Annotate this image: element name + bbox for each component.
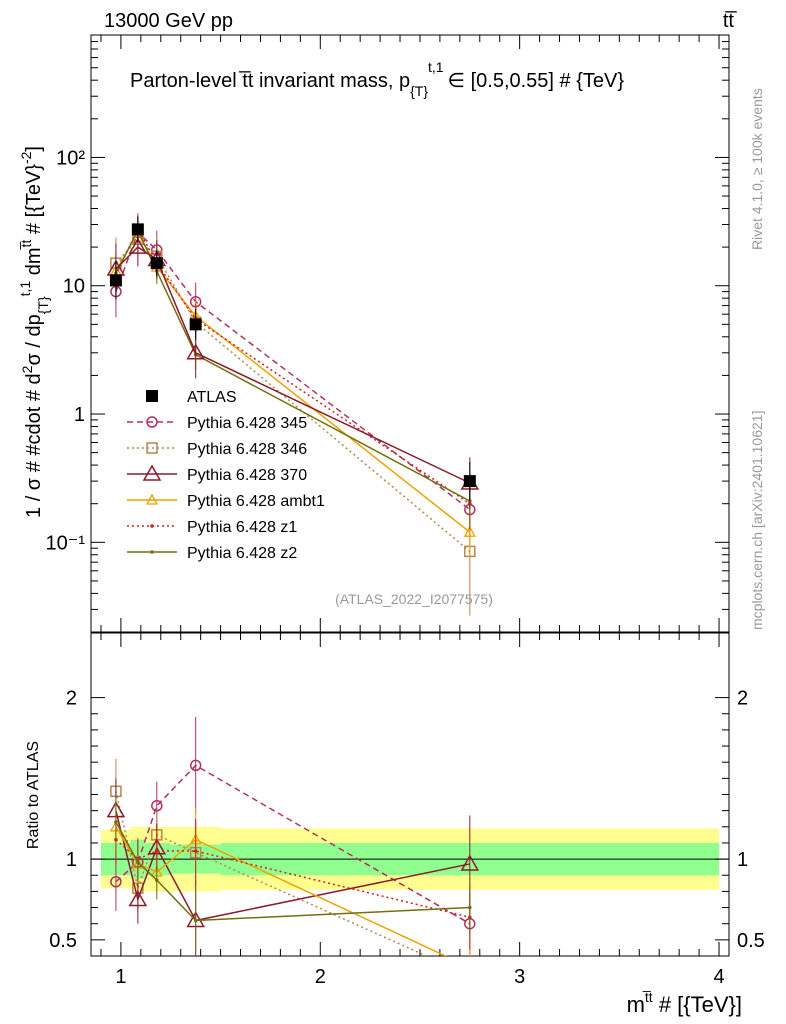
- plot-title-tail: ∈ [0.5,0.55] # {TeV}: [448, 70, 625, 92]
- legend-label-z2: Pythia 6.428 z2: [187, 545, 297, 562]
- main-y-axis-label-part: {T}: [35, 296, 51, 314]
- data-point-p370: [186, 343, 205, 360]
- data-point-atlas: [150, 257, 163, 270]
- ratio-y-tick-label: 2: [66, 688, 77, 710]
- series-atlas: [109, 216, 476, 501]
- ratio-uncertainty-bands: [91, 826, 729, 892]
- x-axis-label-part: m: [627, 992, 645, 1017]
- x-axis-label: mt̅t # [{TeV}]: [627, 989, 742, 1017]
- main-y-axis-label-part: dm: [23, 247, 45, 280]
- data-point-atlas: [189, 318, 202, 331]
- main-panel-frame: [90, 34, 730, 633]
- series-line-z1: [115, 226, 471, 505]
- collision-energy-label: 13000 GeV pp: [104, 10, 233, 32]
- main-panel-ticks: 10⁻¹ 1 10 10²: [46, 34, 729, 633]
- series-line-p346: [115, 238, 471, 552]
- legend-marker-p346: [146, 442, 158, 454]
- ratio-series-group: [106, 716, 480, 980]
- ratio-point-p370: [460, 854, 480, 871]
- ratio-point-z2: [136, 860, 140, 865]
- data-point-atlas: [109, 274, 122, 287]
- legend-label-p346: Pythia 6.428 346: [187, 441, 307, 458]
- main-y-axis-label-part: # [{TeV}: [23, 164, 45, 240]
- legend-label-p345: Pythia 6.428 345: [187, 415, 307, 432]
- ratio-point-p345: [110, 875, 122, 888]
- ratio-point-z2: [154, 878, 159, 882]
- ratio-point-z1: [193, 849, 198, 853]
- data-point-atlas: [463, 475, 476, 488]
- main-y-axis-label-part: t̅t: [18, 240, 34, 251]
- series-p345: [110, 213, 476, 536]
- plot-title-sup: t,1: [428, 59, 444, 75]
- ratio-y-tick-label-right: 2: [737, 688, 748, 710]
- main-panel-data: [106, 213, 480, 616]
- ratio-point-z2: [193, 918, 198, 923]
- ratio-panel-frame: [90, 632, 730, 957]
- x-tick-label: 4: [713, 966, 724, 988]
- analysis-watermark: (ATLAS_2022_I2077575): [335, 591, 493, 607]
- ratio-line-p345: [115, 764, 471, 925]
- main-y-tick-label: 10²: [56, 147, 85, 169]
- main-y-axis-label-part: 1 / σ # #cdot # d: [23, 373, 45, 518]
- ratio-y-tick-label: 1: [66, 849, 77, 871]
- main-y-axis-label: 1 / σ # #cdot # d2σ / dp{T}t,1 dmt̅t # […: [17, 146, 51, 518]
- legend-label-p370: Pythia 6.428 370: [187, 467, 307, 484]
- ratio-point-z2: [114, 820, 118, 824]
- x-axis-label-part: # [{TeV}]: [653, 992, 742, 1017]
- ratio-panel-data: [106, 716, 480, 980]
- main-y-tick-label: 10: [63, 276, 85, 298]
- legend: ATLAS Pythia 6.428 345 Pythia 6.428 346 Pyt…: [127, 389, 325, 562]
- main-y-tick-label: 10⁻¹: [46, 532, 86, 554]
- main-y-axis-label-part: -2: [18, 151, 34, 164]
- main-y-axis-label-part: ]: [23, 146, 45, 152]
- legend-label-z1: Pythia 6.428 z1: [187, 519, 297, 536]
- ratio-y-tick-label: 0.5: [49, 930, 77, 952]
- legend-marker-p370: [142, 464, 162, 481]
- ratio-point-p345: [189, 759, 202, 772]
- series-line-ambt1: [115, 230, 471, 533]
- ratio-point-p370: [128, 889, 148, 907]
- mcplots-reference-label: mcplots.cern.ch [arXiv:2401.10621]: [749, 411, 765, 630]
- main-y-axis-label-part: 2: [19, 365, 35, 373]
- x-axis-label-part: t̅t: [642, 989, 653, 1005]
- rivet-version-label: Rivet 4.1.0, ≥ 100k events: [749, 88, 765, 250]
- legend-marker-atlas: [146, 390, 158, 402]
- plot-title-sub: {T}: [410, 83, 428, 99]
- plot-title: Parton-level t̅t invariant mass, p{T}t,1…: [130, 59, 624, 99]
- process-label: tt̅: [723, 10, 737, 32]
- ratio-point-z1: [154, 849, 159, 853]
- legend-marker-z2: [150, 550, 154, 554]
- legend-marker-ambt1: [145, 493, 159, 505]
- ratio-point-z2: [468, 905, 472, 910]
- ratio-y-tick-label-right: 1: [737, 849, 748, 871]
- plot-title-main: Parton-level t̅t invariant mass, p: [130, 70, 410, 92]
- data-point-p370: [128, 237, 148, 254]
- series-line-z2: [115, 228, 471, 502]
- legend-marker-p345: [146, 416, 158, 428]
- legend-label-ambt1: Pythia 6.428 ambt1: [187, 493, 325, 510]
- ratio-point-ambt1: [465, 962, 475, 971]
- legend-label-atlas: ATLAS: [187, 389, 237, 406]
- ratio-y-axis-label: Ratio to ATLAS: [25, 741, 42, 849]
- main-y-axis-label-part: σ / dp: [23, 314, 45, 365]
- ratio-y-tick-label-right: 0.5: [737, 930, 765, 952]
- data-point-ambt1: [463, 525, 476, 537]
- ratio-point-p346: [465, 970, 475, 980]
- x-tick-label: 1: [115, 966, 126, 988]
- data-point-atlas: [131, 223, 144, 236]
- main-y-tick-label: 1: [74, 404, 85, 426]
- ratio-panel-ticks: 0.5 0.5 1 1 2 2 1 2 3 4: [49, 633, 765, 988]
- x-tick-label: 3: [514, 966, 525, 988]
- main-y-axis-label-part: t,1: [17, 281, 33, 297]
- x-tick-label: 2: [315, 966, 326, 988]
- ratio-series-z2: [114, 797, 472, 953]
- legend-marker-z1: [150, 524, 154, 528]
